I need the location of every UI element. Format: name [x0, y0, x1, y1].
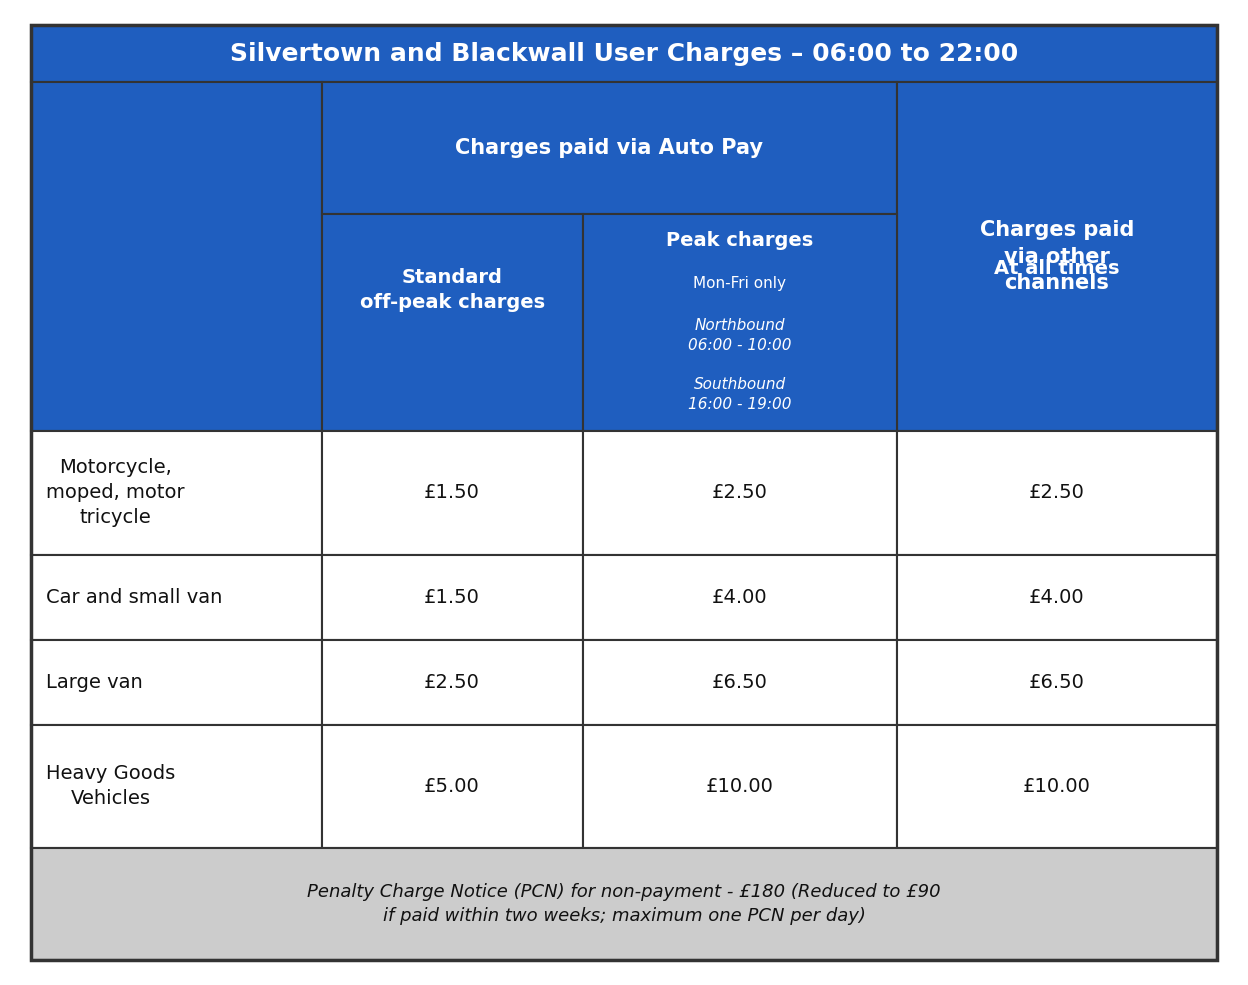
Bar: [583, 431, 896, 555]
Text: Peak charges: Peak charges: [666, 230, 814, 250]
Bar: [322, 431, 583, 555]
Bar: [583, 215, 896, 431]
Text: Southbound
16:00 - 19:00: Southbound 16:00 - 19:00: [688, 377, 791, 412]
Bar: [322, 639, 583, 725]
Bar: [896, 431, 1217, 555]
Bar: [322, 725, 583, 848]
Text: Car and small van: Car and small van: [46, 588, 222, 607]
Bar: [31, 848, 1217, 960]
Text: Mon-Fri only: Mon-Fri only: [693, 276, 786, 292]
Bar: [896, 83, 1217, 431]
Text: Charges paid
via other
channels: Charges paid via other channels: [980, 221, 1134, 294]
Text: Large van: Large van: [46, 673, 144, 691]
Text: Silvertown and Blackwall User Charges – 06:00 to 22:00: Silvertown and Blackwall User Charges – …: [230, 41, 1018, 66]
Text: £10.00: £10.00: [705, 777, 774, 796]
Text: £6.50: £6.50: [1028, 673, 1085, 691]
Bar: [31, 639, 322, 725]
Text: £6.50: £6.50: [711, 673, 768, 691]
Text: £5.00: £5.00: [424, 777, 480, 796]
Bar: [31, 431, 322, 555]
Text: £1.50: £1.50: [424, 588, 480, 607]
Bar: [896, 639, 1217, 725]
Text: £1.50: £1.50: [424, 484, 480, 502]
Text: £2.50: £2.50: [711, 484, 768, 502]
Bar: [31, 25, 1217, 83]
Bar: [322, 555, 583, 639]
Bar: [31, 725, 322, 848]
Bar: [322, 83, 896, 215]
Bar: [31, 83, 322, 431]
Text: £4.00: £4.00: [711, 588, 768, 607]
Text: Penalty Charge Notice (PCN) for non-payment - £180 (Reduced to £90
if paid withi: Penalty Charge Notice (PCN) for non-paym…: [307, 884, 941, 925]
Text: Standard
off-peak charges: Standard off-peak charges: [359, 268, 544, 312]
Text: Northbound
06:00 - 10:00: Northbound 06:00 - 10:00: [688, 318, 791, 354]
Bar: [322, 215, 583, 431]
Bar: [583, 555, 896, 639]
Text: £4.00: £4.00: [1028, 588, 1085, 607]
Text: At all times: At all times: [993, 259, 1119, 278]
Text: Heavy Goods
Vehicles: Heavy Goods Vehicles: [46, 764, 176, 809]
Text: £2.50: £2.50: [424, 673, 480, 691]
Bar: [583, 639, 896, 725]
Bar: [583, 725, 896, 848]
Bar: [31, 555, 322, 639]
Text: Charges paid via Auto Pay: Charges paid via Auto Pay: [456, 139, 764, 159]
Bar: [896, 725, 1217, 848]
Text: £10.00: £10.00: [1023, 777, 1091, 796]
Text: £2.50: £2.50: [1028, 484, 1085, 502]
Text: Motorcycle,
moped, motor
tricycle: Motorcycle, moped, motor tricycle: [46, 458, 185, 527]
Bar: [896, 555, 1217, 639]
